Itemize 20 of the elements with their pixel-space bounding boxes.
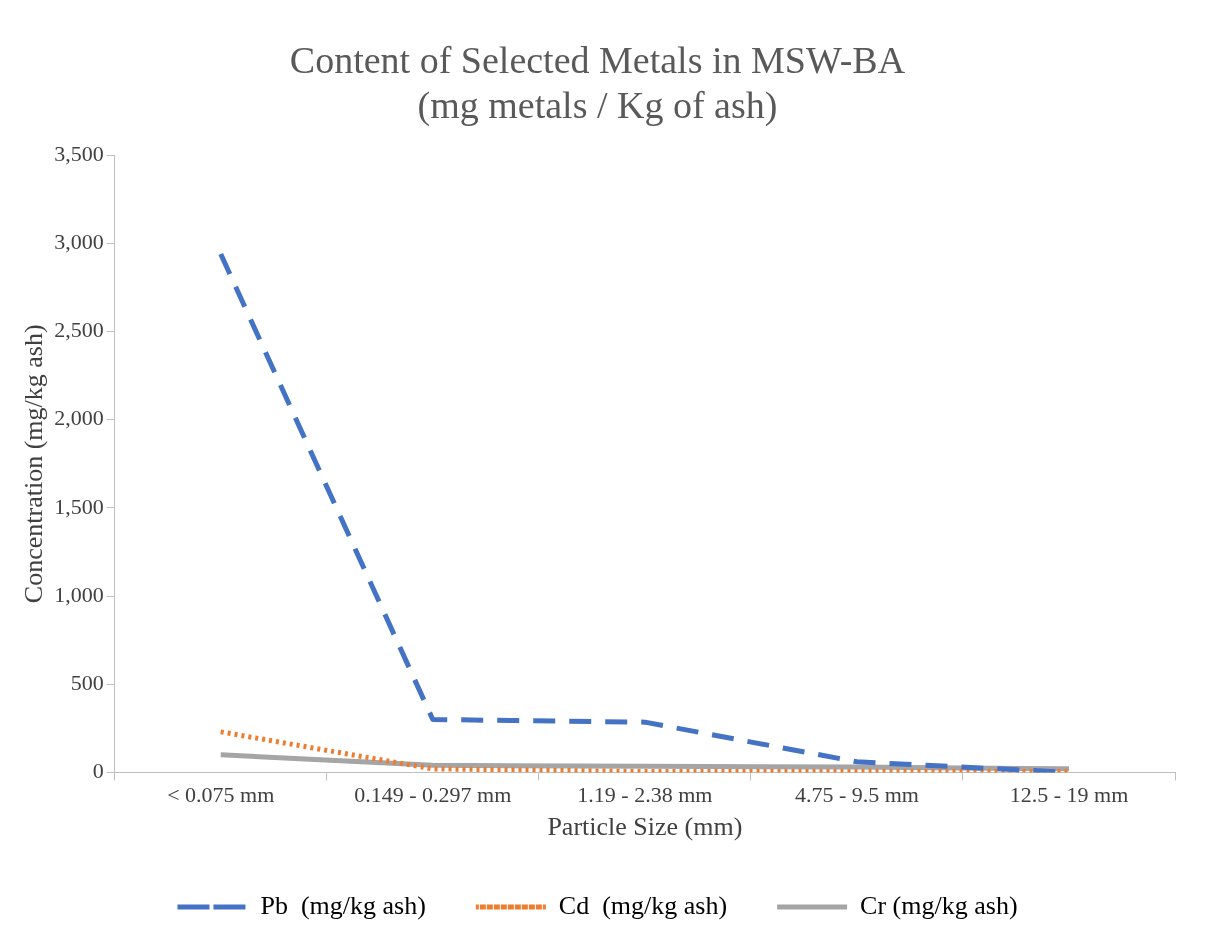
y-axis-title: Concentration (mg/kg ash) [19,324,49,604]
y-tick-label: 1,000 [54,581,104,607]
y-tick-label: 3,000 [54,229,104,255]
y-tick-label: 500 [70,670,104,696]
y-tick-label: 3,500 [54,140,104,166]
text: Content of Selected Metals in MSW-BA [289,38,906,81]
legend-label: Pb (mg/kg ash) [260,890,426,920]
x-tick-label: 0.149 - 0.297 mm [354,782,512,808]
y-tick-label: 0 [92,758,104,784]
legend-label: Cr (mg/kg ash) [860,890,1018,920]
y-tick-label: 1,500 [54,493,104,519]
x-tick-label: < 0.075 mm [167,782,275,808]
y-tick-label: 2,500 [54,317,104,343]
legend-label: Cd (mg/kg ash) [558,890,728,920]
x-tick-label: 4.75 - 9.5 mm [794,782,919,808]
y-tick-label: 2,000 [54,405,104,431]
x-axis-title: Particle Size (mm) [547,812,743,842]
x-tick-label: 12.5 - 19 mm [1009,782,1129,808]
x-tick-label: 1.19 - 2.38 mm [577,782,713,808]
text: (mg metals / Kg of ash) [417,84,778,127]
